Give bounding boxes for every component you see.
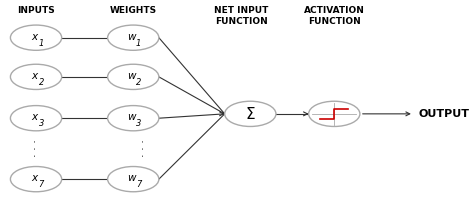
Text: ACTIVATION
FUNCTION: ACTIVATION FUNCTION	[304, 6, 365, 26]
Circle shape	[10, 106, 62, 131]
Text: 3: 3	[136, 119, 141, 128]
Circle shape	[108, 64, 159, 90]
Text: w: w	[127, 71, 135, 81]
Text: 1: 1	[136, 39, 141, 48]
Circle shape	[108, 166, 159, 192]
Text: WEIGHTS: WEIGHTS	[109, 6, 157, 15]
Circle shape	[108, 106, 159, 131]
Circle shape	[10, 64, 62, 90]
Text: w: w	[127, 32, 135, 42]
Circle shape	[225, 101, 276, 127]
Text: 7: 7	[39, 180, 44, 189]
Text: w: w	[127, 173, 135, 183]
Text: INPUTS: INPUTS	[17, 6, 55, 15]
Text: $\Sigma$: $\Sigma$	[245, 106, 255, 122]
Circle shape	[108, 25, 159, 50]
Circle shape	[10, 166, 62, 192]
Text: x: x	[31, 112, 37, 122]
Text: 2: 2	[39, 78, 44, 87]
Circle shape	[309, 101, 360, 127]
Text: 1: 1	[39, 39, 44, 48]
Text: NET INPUT
FUNCTION: NET INPUT FUNCTION	[214, 6, 269, 26]
Circle shape	[10, 25, 62, 50]
Text: · · ·: · · ·	[139, 139, 149, 157]
Text: x: x	[31, 32, 37, 42]
Text: 3: 3	[39, 119, 44, 128]
Text: w: w	[127, 112, 135, 122]
Text: 2: 2	[136, 78, 141, 87]
Text: x: x	[31, 71, 37, 81]
Text: · · ·: · · ·	[31, 139, 41, 157]
Text: x: x	[31, 173, 37, 183]
Text: 7: 7	[136, 180, 141, 189]
Text: OUTPUT: OUTPUT	[418, 109, 469, 119]
